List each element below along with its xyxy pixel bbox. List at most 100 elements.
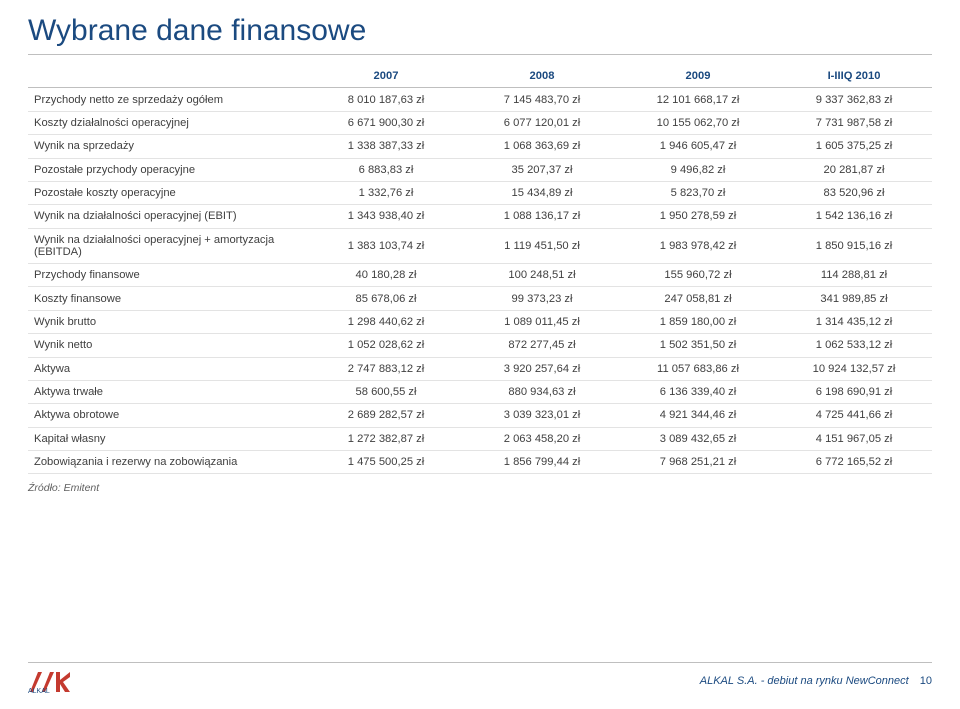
table-row: Przychody netto ze sprzedaży ogółem8 010… [28,88,932,111]
slide: Wybrane dane finansowe 2007 2008 2009 I-… [0,0,960,709]
cell-value: 4 725 441,66 zł [776,404,932,427]
svg-text:ALKAL: ALKAL [28,688,50,694]
cell-value: 6 883,83 zł [308,158,464,181]
cell-value: 4 921 344,46 zł [620,404,776,427]
cell-value: 6 772 165,52 zł [776,451,932,474]
cell-value: 1 119 451,50 zł [464,228,620,263]
table-row: Przychody finansowe40 180,28 zł100 248,5… [28,264,932,287]
cell-value: 1 298 440,62 zł [308,310,464,333]
cell-value: 1 314 435,12 zł [776,310,932,333]
cell-value: 1 850 915,16 zł [776,228,932,263]
cell-value: 6 671 900,30 zł [308,111,464,134]
page-number: 10 [920,675,932,687]
table-row: Pozostałe koszty operacyjne1 332,76 zł15… [28,181,932,204]
cell-value: 5 823,70 zł [620,181,776,204]
cell-value: 2 689 282,57 zł [308,404,464,427]
cell-value: 1 343 938,40 zł [308,205,464,228]
cell-value: 247 058,81 zł [620,287,776,310]
cell-value: 11 057 683,86 zł [620,357,776,380]
table-row: Wynik na działalności operacyjnej + amor… [28,228,932,263]
table-row: Pozostałe przychody operacyjne6 883,83 z… [28,158,932,181]
col-header: 2007 [308,65,464,88]
cell-value: 1 332,76 zł [308,181,464,204]
cell-value: 3 920 257,64 zł [464,357,620,380]
cell-value: 1 502 351,50 zł [620,334,776,357]
cell-value: 10 155 062,70 zł [620,111,776,134]
cell-value: 1 338 387,33 zł [308,135,464,158]
row-label: Wynik brutto [28,310,308,333]
cell-value: 1 088 136,17 zł [464,205,620,228]
cell-value: 114 288,81 zł [776,264,932,287]
row-label: Wynik netto [28,334,308,357]
row-label: Wynik na działalności operacyjnej + amor… [28,228,308,263]
cell-value: 9 496,82 zł [620,158,776,181]
cell-value: 6 136 339,40 zł [620,380,776,403]
cell-value: 880 934,63 zł [464,380,620,403]
company-logo-icon: ALKAL [28,668,94,694]
col-header: I-IIIQ 2010 [776,65,932,88]
table-row: Koszty działalności operacyjnej6 671 900… [28,111,932,134]
row-label: Pozostałe koszty operacyjne [28,181,308,204]
table-row: Wynik na sprzedaży1 338 387,33 zł1 068 3… [28,135,932,158]
page-title: Wybrane dane finansowe [28,14,932,55]
cell-value: 20 281,87 zł [776,158,932,181]
table-header-row: 2007 2008 2009 I-IIIQ 2010 [28,65,932,88]
cell-value: 1 950 278,59 zł [620,205,776,228]
table-row: Wynik brutto1 298 440,62 zł1 089 011,45 … [28,310,932,333]
table-row: Aktywa obrotowe2 689 282,57 zł3 039 323,… [28,404,932,427]
row-label: Pozostałe przychody operacyjne [28,158,308,181]
cell-value: 35 207,37 zł [464,158,620,181]
cell-value: 100 248,51 zł [464,264,620,287]
cell-value: 9 337 362,83 zł [776,88,932,111]
row-label: Koszty działalności operacyjnej [28,111,308,134]
row-label: Przychody netto ze sprzedaży ogółem [28,88,308,111]
cell-value: 7 731 987,58 zł [776,111,932,134]
source-note: Źródło: Emitent [28,482,932,494]
cell-value: 1 946 605,47 zł [620,135,776,158]
cell-value: 1 383 103,74 zł [308,228,464,263]
cell-value: 7 145 483,70 zł [464,88,620,111]
table-row: Aktywa2 747 883,12 zł3 920 257,64 zł11 0… [28,357,932,380]
table-row: Koszty finansowe85 678,06 zł99 373,23 zł… [28,287,932,310]
header-blank [28,65,308,88]
cell-value: 99 373,23 zł [464,287,620,310]
cell-value: 1 068 363,69 zł [464,135,620,158]
cell-value: 1 272 382,87 zł [308,427,464,450]
cell-value: 1 062 533,12 zł [776,334,932,357]
cell-value: 3 089 432,65 zł [620,427,776,450]
cell-value: 1 052 028,62 zł [308,334,464,357]
cell-value: 3 039 323,01 zł [464,404,620,427]
footer-text-block: ALKAL S.A. - debiut na rynku NewConnect … [700,675,932,687]
cell-value: 8 010 187,63 zł [308,88,464,111]
footer: ALKAL ALKAL S.A. - debiut na rynku NewCo… [0,663,960,699]
row-label: Przychody finansowe [28,264,308,287]
row-label: Koszty finansowe [28,287,308,310]
table-row: Aktywa trwałe58 600,55 zł880 934,63 zł6 … [28,380,932,403]
cell-value: 1 089 011,45 zł [464,310,620,333]
cell-value: 1 605 375,25 zł [776,135,932,158]
cell-value: 83 520,96 zł [776,181,932,204]
cell-value: 1 856 799,44 zł [464,451,620,474]
cell-value: 1 859 180,00 zł [620,310,776,333]
financial-table: 2007 2008 2009 I-IIIQ 2010 Przychody net… [28,65,932,474]
cell-value: 341 989,85 zł [776,287,932,310]
cell-value: 6 198 690,91 zł [776,380,932,403]
cell-value: 872 277,45 zł [464,334,620,357]
cell-value: 15 434,89 zł [464,181,620,204]
table-row: Wynik na działalności operacyjnej (EBIT)… [28,205,932,228]
cell-value: 10 924 132,57 zł [776,357,932,380]
cell-value: 2 747 883,12 zł [308,357,464,380]
footer-text: ALKAL S.A. - debiut na rynku NewConnect [700,675,909,687]
cell-value: 6 077 120,01 zł [464,111,620,134]
table-row: Wynik netto1 052 028,62 zł872 277,45 zł1… [28,334,932,357]
cell-value: 58 600,55 zł [308,380,464,403]
cell-value: 4 151 967,05 zł [776,427,932,450]
row-label: Aktywa [28,357,308,380]
row-label: Zobowiązania i rezerwy na zobowiązania [28,451,308,474]
cell-value: 1 475 500,25 zł [308,451,464,474]
cell-value: 2 063 458,20 zł [464,427,620,450]
cell-value: 1 542 136,16 zł [776,205,932,228]
col-header: 2008 [464,65,620,88]
row-label: Kapitał własny [28,427,308,450]
cell-value: 40 180,28 zł [308,264,464,287]
